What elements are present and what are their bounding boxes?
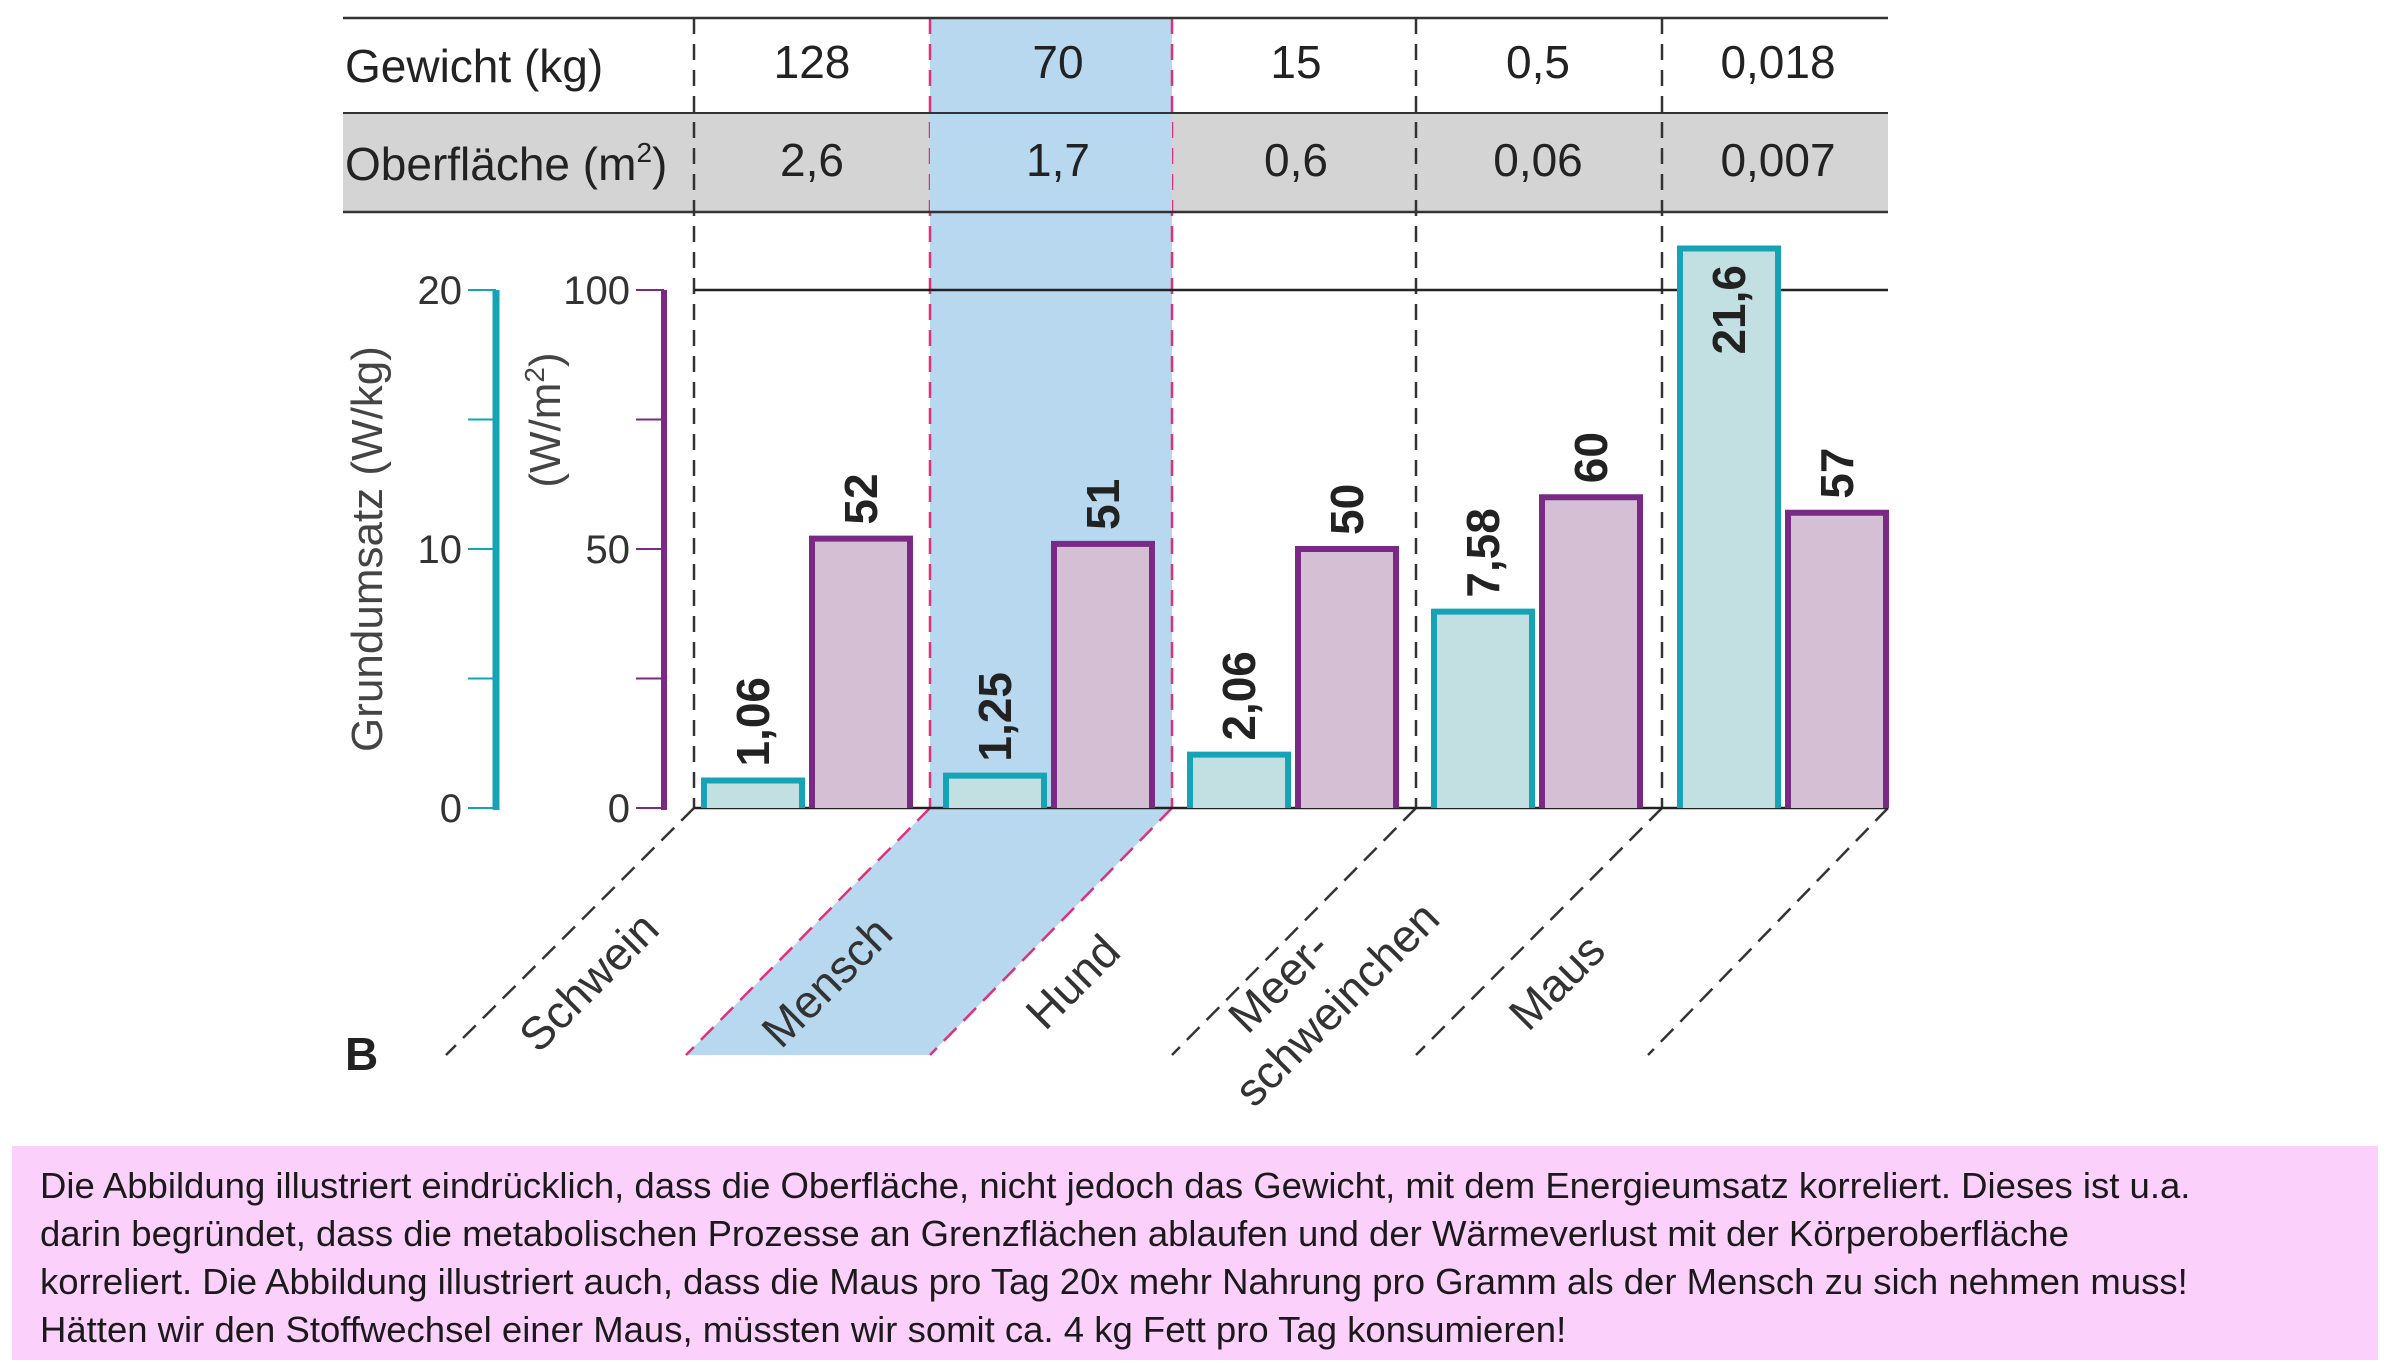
category-diagonal xyxy=(1171,807,1417,1056)
bar-teal-outline xyxy=(701,777,805,808)
bar-teal xyxy=(1434,611,1532,808)
bar-teal-outline xyxy=(943,772,1047,808)
bar-purple xyxy=(1788,512,1886,808)
teal-tick-label: 0 xyxy=(440,787,462,831)
caption-box: Die Abbildung illustriert eindrücklich, … xyxy=(12,1146,2378,1360)
table-lines xyxy=(343,16,1888,292)
bar-teal-outline xyxy=(1187,751,1291,808)
table-cell: 15 xyxy=(1270,36,1321,88)
bar-purple xyxy=(1054,543,1152,808)
purple-axis-label: (W/m2) xyxy=(519,352,570,487)
bar-purple-value: 57 xyxy=(1811,448,1863,499)
data-table: Gewicht (kg) 128 70 15 0,5 0,018 Oberfläche (m… xyxy=(345,36,1836,190)
bar-value-labels: 1,06 52 1,25 51 2,06 50 7,58 60 21,6 57 xyxy=(727,265,1863,767)
metabolic-rate-chart: Gewicht (kg) 128 70 15 0,5 0,018 Oberfläche (m… xyxy=(343,16,1889,1116)
highlight-cell xyxy=(930,113,1172,212)
purple-tick-label: 100 xyxy=(563,269,630,313)
table-cell: 2,6 xyxy=(780,134,844,186)
bar-purple xyxy=(1542,497,1640,808)
caption-line: Die Abbildung illustriert eindrücklich, … xyxy=(40,1165,2191,1206)
bar-purple-outline xyxy=(1051,540,1155,808)
bar-teal xyxy=(1680,248,1778,808)
axes: 0 10 20 0 50 100 Grundumsatz (W/kg) (W/m2) xyxy=(343,269,667,831)
purple-tick-label: 50 xyxy=(586,528,631,572)
teal-tick-label: 10 xyxy=(418,528,463,572)
teal-axis-label: Grundumsatz (W/kg) xyxy=(343,346,392,752)
category-diagonal xyxy=(445,807,695,1056)
table-cell: 0,06 xyxy=(1493,134,1583,186)
bar-teal-value: 1,06 xyxy=(727,677,779,767)
table-cell: 0,018 xyxy=(1720,36,1835,88)
purple-tick-label: 0 xyxy=(608,787,630,831)
bar-teal-value: 7,58 xyxy=(1457,508,1509,598)
bar-purple-value: 50 xyxy=(1321,484,1373,535)
bar-teal xyxy=(704,780,802,808)
category-label: Schwein xyxy=(509,902,669,1062)
bar-purple xyxy=(812,538,910,808)
table-cell: 0,6 xyxy=(1264,134,1328,186)
bar-purple-value: 52 xyxy=(835,473,887,524)
column-dividers xyxy=(445,18,1889,1056)
bar-teal-outline xyxy=(1677,245,1781,808)
category-diagonal xyxy=(929,807,1173,1056)
category-label: Maus xyxy=(1499,924,1615,1040)
caption-line: darin begründet, dass die metabolischen … xyxy=(40,1213,2069,1254)
caption-line: Hätten wir den Stoffwechsel einer Maus, … xyxy=(40,1309,1567,1350)
bar-teal xyxy=(1190,754,1288,808)
bar-purple xyxy=(1298,549,1396,808)
bar-teal-value: 21,6 xyxy=(1703,265,1755,355)
caption-line: korreliert. Die Abbildung illustriert au… xyxy=(40,1261,2188,1302)
bars xyxy=(701,245,1889,808)
teal-tick-label: 20 xyxy=(418,269,463,313)
table-row-label: Oberfläche (m2) xyxy=(345,137,667,190)
bar-purple-outline xyxy=(1295,546,1399,808)
table-row-label: Gewicht (kg) xyxy=(345,40,603,92)
category-diagonal xyxy=(1415,807,1663,1056)
bar-teal xyxy=(946,775,1044,808)
category-labels: Schwein Mensch Hund Meer-schweinchen Maus xyxy=(509,891,1615,1116)
bar-purple-outline xyxy=(809,535,913,808)
panel-label: B xyxy=(345,1028,378,1080)
highlight-column xyxy=(686,18,1172,1055)
bar-purple-outline xyxy=(1539,494,1643,808)
table-cell: 70 xyxy=(1032,36,1083,88)
table-cell: 0,5 xyxy=(1506,36,1570,88)
bar-teal-value: 2,06 xyxy=(1213,651,1265,741)
category-diagonal xyxy=(685,807,931,1056)
bar-purple-value: 60 xyxy=(1565,432,1617,483)
table-cell: 128 xyxy=(774,36,851,88)
table-cell: 0,007 xyxy=(1720,134,1835,186)
table-cell: 1,7 xyxy=(1026,134,1090,186)
bar-purple-value: 51 xyxy=(1077,479,1129,530)
bar-teal-value: 1,25 xyxy=(969,672,1021,762)
bar-purple-outline xyxy=(1785,509,1889,808)
bar-teal-outline xyxy=(1431,608,1535,808)
category-diagonal xyxy=(1647,807,1889,1056)
